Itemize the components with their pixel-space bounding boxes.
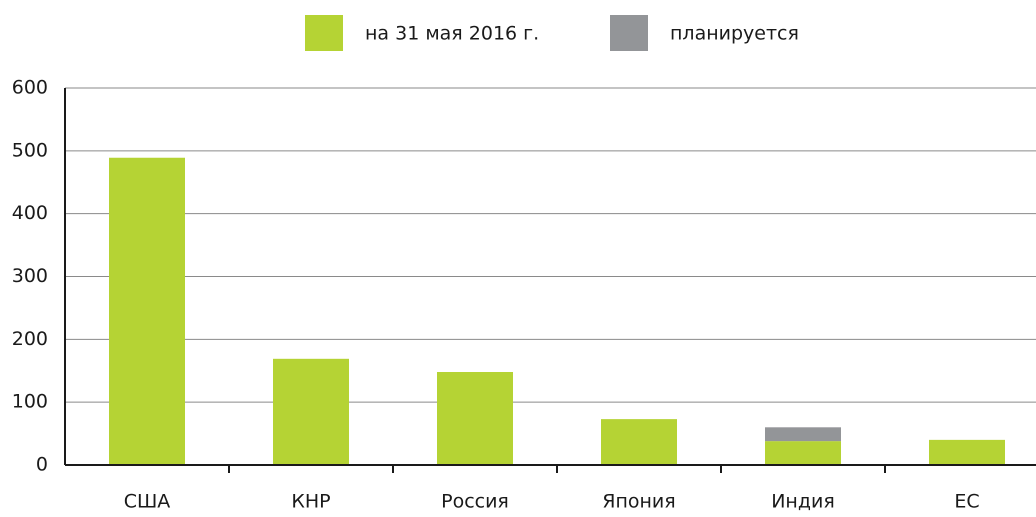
legend-label: планируется [670, 23, 799, 45]
legend-swatch [305, 15, 343, 51]
x-tick-label: КНР [291, 491, 330, 513]
bar [273, 358, 349, 465]
y-tick-label: 600 [12, 77, 48, 99]
y-tick-label: 100 [12, 391, 48, 413]
bar [437, 372, 513, 465]
x-tick-label: Япония [602, 491, 675, 513]
y-tick-label: 500 [12, 139, 48, 161]
legend-swatch [610, 15, 648, 51]
bar [929, 439, 1005, 465]
legend-label: на 31 мая 2016 г. [365, 23, 539, 45]
y-tick-label: 0 [36, 454, 48, 476]
x-tick-label: Индия [771, 491, 835, 513]
x-tick-label: ЕС [954, 491, 979, 513]
x-tick-label: США [124, 491, 171, 513]
y-tick-label: 200 [12, 328, 48, 350]
bar [601, 419, 677, 465]
bar [765, 441, 841, 465]
y-tick-label: 400 [12, 202, 48, 224]
bar [109, 157, 185, 465]
y-tick-label: 300 [12, 265, 48, 287]
x-tick-label: Россия [441, 491, 509, 513]
bar [765, 427, 841, 442]
